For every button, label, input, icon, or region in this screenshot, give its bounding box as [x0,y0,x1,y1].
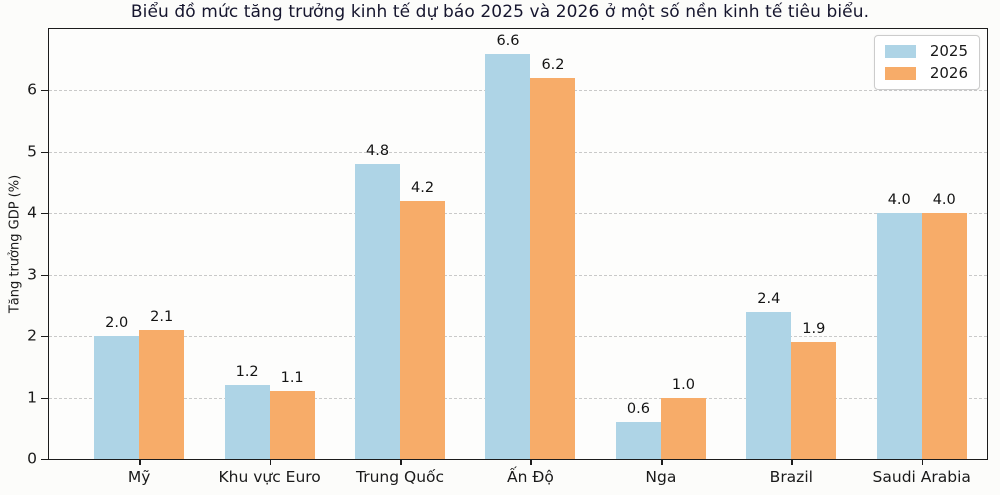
x-tick-mark [791,459,793,465]
bar-2026: 2.1 [139,309,185,459]
bar-group-6: 2.4 1.9 Brazil [726,29,856,486]
y-tick-label: 3 [27,264,37,283]
y-tick-label: 6 [27,80,37,99]
bar-value-label: 4.8 [366,143,390,160]
y-tick-label: 0 [27,449,37,468]
bar-value-label: 1.9 [802,321,826,338]
x-tick-mark [921,459,924,465]
bars-row: 2.0 2.1 Mỹ 1.2 1.1 Khu vực Euro 4.8 4.2 Trung Qu… [74,29,987,486]
legend-label: 2025 [929,42,968,60]
y-tick-mark [41,397,49,399]
y-tick-label: 4 [27,203,37,222]
legend-item-2026: 2026 [885,66,968,81]
bar-2025: 6.6 [485,33,531,459]
y-tick-mark [41,151,49,153]
bar-group-5: 0.6 1.0 Nga [596,29,726,486]
legend-label: 2026 [929,64,968,82]
bar-2026: 1.0 [660,377,706,459]
x-tick-label: Trung Quốc [356,468,445,486]
bar-group-4: 6.6 6.2 Ấn Độ [465,29,595,486]
bar-group-3: 4.8 4.2 Trung Quốc [335,29,465,486]
legend-swatch-2026 [885,67,916,80]
bar-2025: 0.6 [615,401,661,459]
y-axis-label: Tăng trưởng GDP (%) [7,174,23,314]
bar-value-label: 6.6 [496,32,520,49]
bar-2026: 4.2 [400,180,446,459]
bar-2026: 4.0 [921,192,967,459]
x-tick-mark [139,459,141,465]
bar-2025: 4.0 [876,192,922,459]
chart-title: Biểu đồ mức tăng trưởng kinh tế dự báo 2… [130,2,870,22]
y-tick-mark [41,459,49,460]
x-tick-label: Nga [645,468,677,486]
x-tick-label: Mỹ [127,468,151,486]
bar-group-7: 4.0 4.0 Saudi Arabia [857,29,987,486]
legend: 2025 2026 [874,35,980,90]
bar-value-label: 2.1 [150,309,174,325]
y-tick-label: 1 [27,387,37,406]
bar-2026: 6.2 [530,57,576,459]
x-tick-label: Khu vực Euro [218,468,321,486]
bar-group-2: 1.2 1.1 Khu vực Euro [204,29,334,486]
bar-value-label: 6.2 [541,57,565,74]
bar-value-label: 2.4 [757,290,781,307]
bar-value-label: 4.0 [887,192,911,209]
x-tick-label: Ấn Độ [507,468,554,486]
x-tick-mark [400,459,402,465]
y-tick-mark [41,213,49,215]
bar-2026: 1.9 [791,321,837,459]
bar-value-label: 2.0 [105,315,129,332]
x-tick-label: Saudi Arabia [872,468,971,486]
y-tick-label: 2 [27,326,37,345]
y-tick-mark [41,336,49,338]
bar-2026: 1.1 [269,370,315,459]
bar-2025: 2.4 [746,291,792,459]
bar-value-label: 1.2 [235,364,259,381]
y-tick-mark [41,90,49,92]
y-tick-label: 5 [27,142,37,161]
x-tick-label: Brazil [769,468,813,486]
bar-value-label: 4.2 [411,180,435,196]
bar-value-label: 0.6 [626,401,650,418]
legend-swatch-2025 [885,45,916,58]
bar-2025: 4.8 [355,143,401,459]
bar-value-label: 4.0 [932,192,956,209]
y-tick-mark [41,274,49,276]
legend-item-2025: 2025 [885,44,968,59]
bar-value-label: 1.1 [280,370,304,387]
x-tick-mark [660,459,663,465]
bar-2025: 2.0 [94,315,140,459]
x-tick-mark [530,459,533,465]
x-tick-mark [269,459,272,465]
bar-value-label: 1.0 [671,376,695,393]
bar-group-1: 2.0 2.1 Mỹ [74,29,204,486]
bar-2025: 1.2 [224,364,270,459]
